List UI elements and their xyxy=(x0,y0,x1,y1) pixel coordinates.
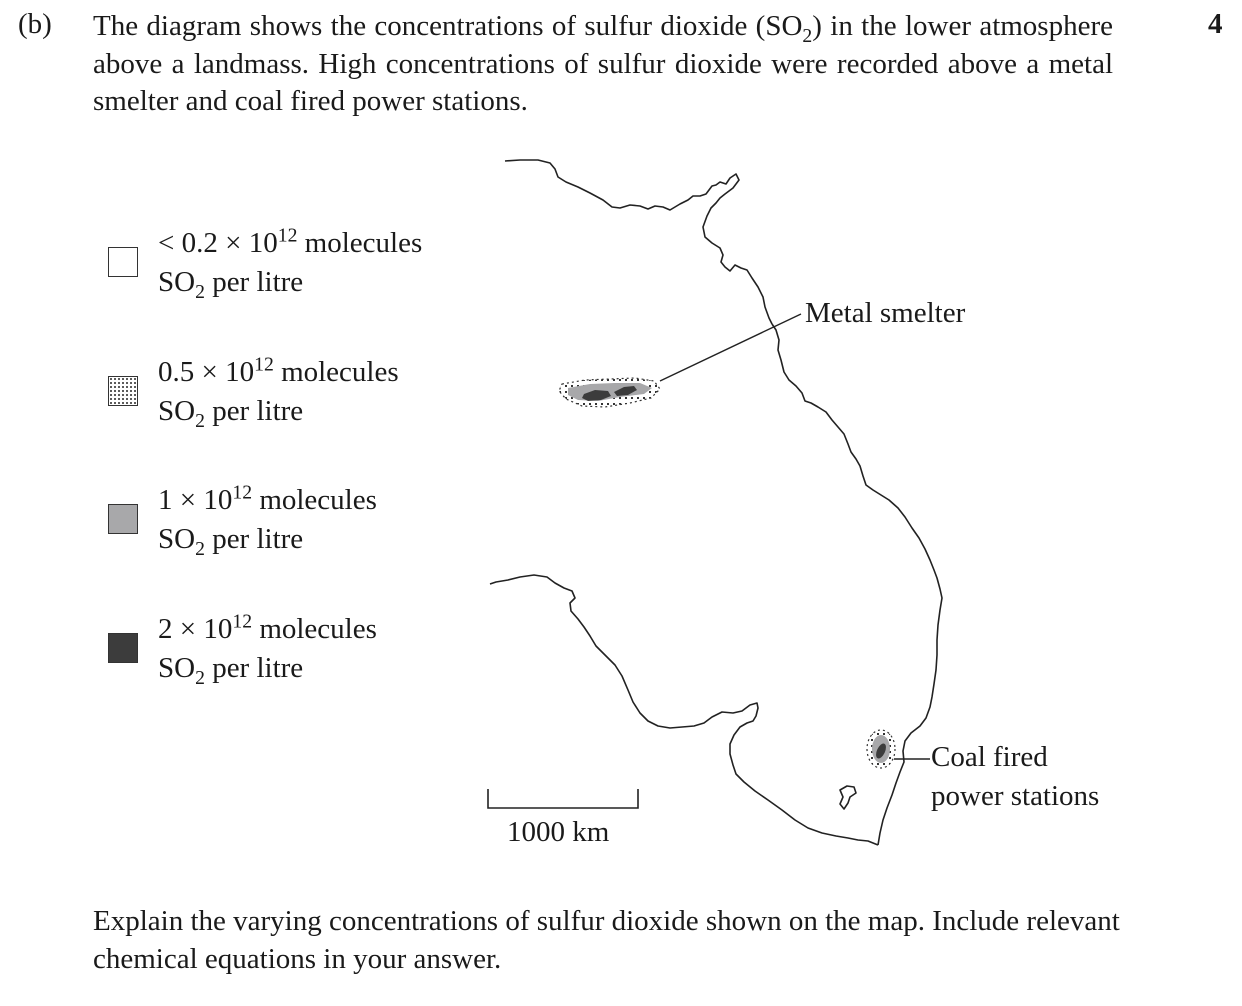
intro-text-2: ) in the lower atmosphere above a landma… xyxy=(93,10,1113,117)
power-plume-core xyxy=(876,743,886,759)
legend-label-lowest: < 0.2 × 1012 molecules SO2 per litre xyxy=(158,224,423,303)
smelter-leader-line xyxy=(659,313,802,382)
smelter-plume-core-1 xyxy=(582,390,611,401)
legend-label-medium: 1 × 1012 molecules SO2 per litre xyxy=(158,481,377,560)
label-metal-smelter: Metal smelter xyxy=(805,297,966,329)
question-intro: The diagram shows the concentrations of … xyxy=(93,8,1113,121)
label-coal-fired: Coal fired xyxy=(931,741,1048,773)
question-prompt: Explain the varying concentrations of su… xyxy=(93,905,1120,975)
scale-bar xyxy=(487,789,639,809)
marks-value: 4 xyxy=(1208,8,1223,40)
coastline-east xyxy=(771,323,943,846)
legend-label-low: 0.5 × 1012 molecules SO2 per litre xyxy=(158,353,399,432)
legend-label-high: 2 × 1012 molecules SO2 per litre xyxy=(158,610,377,689)
question-part-label: (b) xyxy=(18,8,52,40)
legend-swatch-low xyxy=(108,376,138,406)
legend-swatch-lowest xyxy=(108,247,138,277)
scale-label: 1000 km xyxy=(507,816,610,848)
legend-swatch-high xyxy=(108,633,138,663)
island xyxy=(839,785,857,810)
intro-subscript: 2 xyxy=(802,24,813,47)
legend-swatch-medium xyxy=(108,504,138,534)
coastline-south xyxy=(489,574,879,846)
label-power-stations: power stations xyxy=(931,780,1100,812)
coastline-north xyxy=(504,159,773,325)
intro-text-1: The diagram shows the concentrations of … xyxy=(93,10,803,42)
smelter-plume-core-2 xyxy=(614,386,637,396)
